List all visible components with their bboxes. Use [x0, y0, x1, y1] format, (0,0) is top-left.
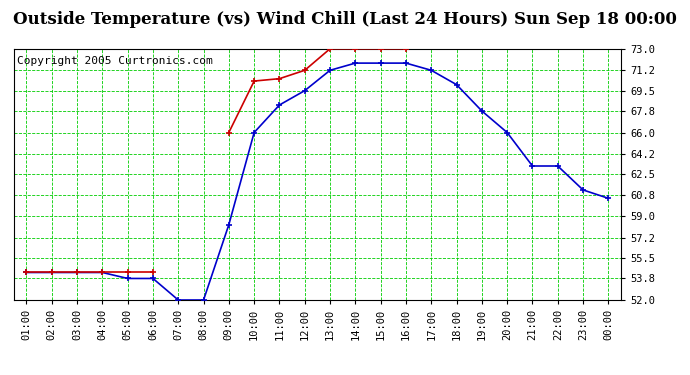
Text: Outside Temperature (vs) Wind Chill (Last 24 Hours) Sun Sep 18 00:00: Outside Temperature (vs) Wind Chill (Las… — [13, 11, 677, 28]
Text: Copyright 2005 Curtronics.com: Copyright 2005 Curtronics.com — [17, 56, 213, 66]
